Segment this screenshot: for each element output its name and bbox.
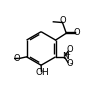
- Text: O: O: [66, 45, 73, 54]
- Text: O: O: [14, 54, 21, 63]
- Text: OH: OH: [36, 68, 49, 77]
- Text: O: O: [59, 16, 66, 25]
- Text: N: N: [62, 52, 68, 61]
- Text: -: -: [70, 59, 73, 68]
- Text: O: O: [66, 59, 73, 68]
- Text: +: +: [64, 52, 70, 58]
- Text: O: O: [74, 28, 80, 37]
